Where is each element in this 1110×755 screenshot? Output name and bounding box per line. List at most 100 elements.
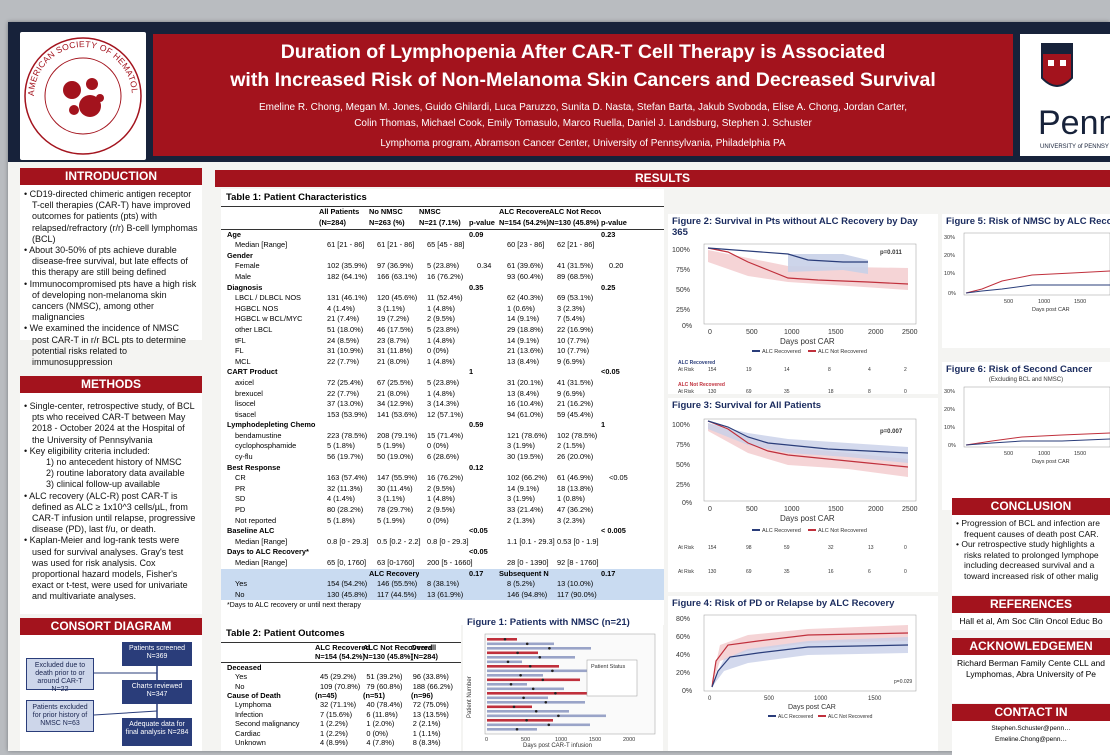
nmsc-marker	[551, 669, 554, 673]
methods-bullet: • Kaplan-Meier and log-rank tests were u…	[24, 535, 188, 602]
title-line-1: Duration of Lymphopenia After CAR-T Cell…	[280, 41, 886, 63]
table-2-row: No 109 (70.8%) 79 (60.8%) 188 (66.2%)	[235, 681, 453, 691]
figure-1-tick: 1000	[555, 737, 567, 743]
table-2-body: Deceased Yes 45 (29.2%) 51 (39.2%) 96 (33.8%…	[221, 663, 461, 748]
risk-count: 32	[828, 545, 834, 551]
intro-bullet: • Immunocompromised pts have a high risk…	[24, 278, 197, 323]
table-1-row: other LBCL 51 (18.0%) 46 (17.5%) 5 (23.8%) 2…	[235, 324, 594, 334]
contact-section: CONTACT IN Stephen.Schuster@penn… Emelin…	[952, 704, 1110, 755]
figure-2-plot: p=0.011 100% 75% 50% 25% 0% 0 500 1000 1…	[672, 243, 918, 395]
conclusion-bullet: • Our retrospective study highlights a r…	[956, 539, 1099, 581]
table-2-row: Deceased	[227, 662, 262, 672]
y-tick: 25%	[676, 482, 690, 489]
title-line-2: with Increased Risk of Non-Melanoma Skin…	[230, 69, 936, 91]
table-1-row: No 130 (45.8%) 117 (44.5%) 13 (61.9%) 146 (9…	[221, 589, 664, 601]
table-2-row: Unknown 4 (8.9%) 4 (7.8%) 8 (8.3%)	[235, 737, 441, 747]
patient-bar	[487, 674, 543, 677]
authors-line-2: Colin Thomas, Michael Cook, Emily Tomasu…	[354, 118, 812, 129]
x-tick: 1000	[784, 506, 800, 513]
nmsc-marker	[544, 701, 548, 704]
consort-screened: Patients screened N=369	[122, 642, 192, 666]
figure-1-ylabel: Patient Number	[467, 676, 473, 718]
figure-2: Figure 2: Survival in Pts without ALC Re…	[668, 214, 938, 395]
patient-bar	[487, 719, 553, 722]
references-text: Hall et al, Am Soc Clin Oncol Educ Bo	[952, 613, 1110, 630]
conclusion-heading: CONCLUSION	[952, 498, 1110, 515]
conclusion-section: CONCLUSION • Progression of BCL and infe…	[952, 498, 1110, 595]
table-1-row: Best Response 0.12	[227, 462, 484, 472]
y-tick: 100%	[672, 247, 690, 254]
patient-bar	[487, 678, 580, 682]
figure-1-plot: Patient Status Patient Number Days post …	[467, 633, 656, 749]
x-tick: 0	[708, 506, 712, 513]
x-tick: 500	[1004, 299, 1013, 305]
consort-section: CONSORT DIAGRAM Patients screened N=369 …	[20, 618, 202, 751]
x-tick: 1500	[1074, 299, 1086, 305]
patient-bar	[487, 651, 538, 655]
x-tick: 1500	[1074, 451, 1086, 457]
x-tick: 500	[746, 506, 758, 513]
table-1-row: Days to ALC Recovery* <0.05	[227, 547, 488, 557]
nmsc-marker	[548, 647, 551, 650]
acknowledgements-text: Richard Berman Family Cente CLL and Lymp…	[952, 655, 1110, 703]
table-1-row: tisacel 153 (53.9%) 141 (53.6%) 12 (57.1%) 9…	[235, 409, 594, 419]
intro-bullet: • About 30-50% of pts achieve durable di…	[24, 245, 188, 278]
patient-bar	[487, 669, 596, 673]
figure-1-tick: 500	[521, 737, 530, 743]
y-tick: 50%	[676, 462, 690, 469]
table-1-row: Median [Range] 0.8 [0 - 29.3] 0.5 [0.2 - 2…	[235, 536, 599, 546]
table-1-row: PD 80 (28.2%) 78 (29.7%) 2 (9.5%) 33 (21.4%)…	[235, 505, 594, 515]
y-tick: 75%	[676, 442, 690, 449]
patient-bar	[487, 714, 606, 718]
x-tick: 500	[764, 696, 775, 702]
table-1: Table 1: Patient Characteristics All Pat…	[221, 189, 664, 625]
x-tick: 1000	[1038, 451, 1050, 457]
y-tick: 0%	[682, 500, 692, 507]
nmsc-marker	[512, 705, 516, 709]
patient-bar	[487, 705, 532, 709]
nmsc-marker	[541, 678, 545, 682]
risk-count: 154	[708, 367, 717, 373]
consort-arrows	[93, 666, 158, 718]
table-1-row: Diagnosis 0.35 0.25	[227, 282, 616, 292]
consort-heading: CONSORT DIAGRAM	[20, 618, 202, 635]
x-tick: 1500	[868, 696, 882, 702]
figure-1-tick: 0	[485, 737, 488, 743]
risk-count: 35	[784, 389, 790, 395]
risk-count: 8	[828, 367, 831, 373]
risk-label: At Risk	[678, 569, 694, 575]
intro-bullet: • CD19-directed chimeric antigen recepto…	[24, 189, 198, 244]
table-1-row: SD 4 (1.4%) 3 (1.1%) 1 (4.8%) 3 (1.9%) 1 (0.8…	[235, 494, 585, 504]
methods-subitem: 1) no antecedent history of NMSC	[46, 457, 182, 468]
table-2-title: Table 2: Patient Outcomes	[221, 625, 461, 643]
risk-count: 69	[746, 569, 752, 575]
authors: Emeline R. Chong, Megan M. Jones, Guido …	[153, 100, 1013, 132]
patient-bar	[487, 728, 537, 731]
methods-bullet: • Single-center, retrospective study, of…	[24, 401, 195, 445]
methods-bullet: • Key eligibility criteria included:	[24, 445, 150, 456]
y-tick: 10%	[944, 425, 955, 431]
patient-bar	[487, 665, 559, 668]
nmsc-marker	[522, 696, 525, 700]
nmsc-marker	[547, 723, 551, 727]
introduction-bullets: • CD19-directed chimeric antigen recepto…	[20, 185, 202, 372]
x-tick: 1500	[828, 329, 844, 336]
patient-bar	[487, 692, 601, 695]
table-1-row: Median [Range] 61 [21 - 86] 61 [21 - 86] 65…	[235, 240, 595, 250]
figure-1-xlabel: Days post CAR-T infusion	[523, 743, 592, 749]
figure-5-title: Figure 5: Risk of NMSC by ALC Recov	[946, 216, 1110, 227]
risk-head: ALC Not Recovered	[678, 382, 725, 388]
x-tick: 1500	[828, 506, 844, 513]
intro-bullet: • We examined the incidence of NMSC post…	[24, 323, 187, 368]
contact-heading: CONTACT IN	[952, 704, 1110, 721]
nmsc-marker	[506, 660, 510, 664]
table-2-row: Lymphoma 32 (71.1%) 40 (78.4%) 72 (75.0%)	[235, 700, 449, 710]
nmsc-marker	[531, 687, 535, 691]
nmsc-marker	[519, 674, 522, 677]
methods-bullet: • ALC recovery (ALC-R) post CAR-T is def…	[24, 490, 196, 535]
patient-bar	[487, 660, 522, 664]
risk-count: 8	[868, 389, 871, 395]
figure-6: Figure 6: Risk of Second Cancer (Excludi…	[942, 362, 1110, 510]
figure-3-title: Figure 3: Survival for All Patients	[672, 400, 822, 411]
